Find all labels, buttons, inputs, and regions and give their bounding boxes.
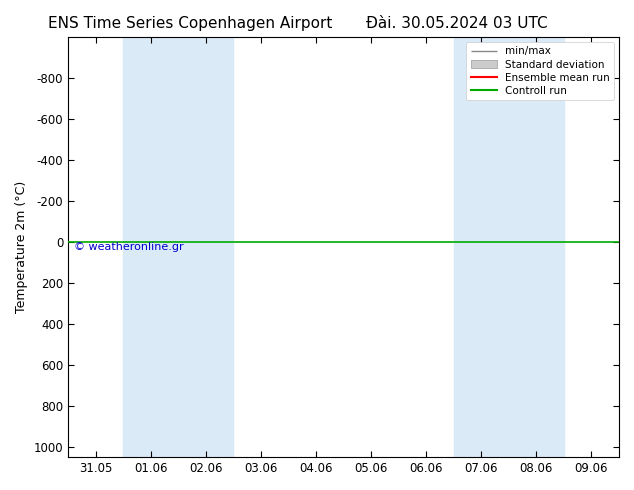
Legend: min/max, Standard deviation, Ensemble mean run, Controll run: min/max, Standard deviation, Ensemble me… — [467, 42, 614, 100]
Bar — [178, 37, 233, 457]
Bar — [509, 37, 564, 457]
Bar — [123, 37, 178, 457]
Y-axis label: Temperature 2m (°C): Temperature 2m (°C) — [15, 181, 28, 313]
Text: ENS Time Series Copenhagen Airport: ENS Time Series Copenhagen Airport — [48, 16, 332, 31]
Text: Đài. 30.05.2024 03 UTC: Đài. 30.05.2024 03 UTC — [366, 16, 547, 31]
Bar — [454, 37, 509, 457]
Text: © weatheronline.gr: © weatheronline.gr — [74, 242, 183, 252]
